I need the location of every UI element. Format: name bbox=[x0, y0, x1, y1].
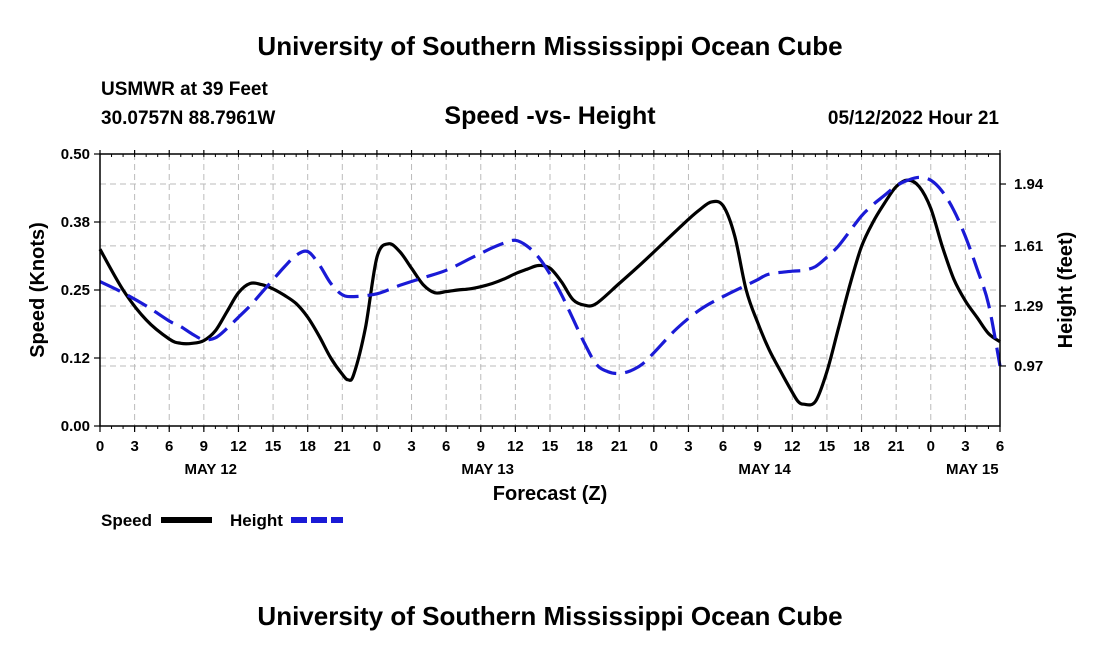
y-tick-label: 0.12 bbox=[61, 350, 90, 367]
x-tick-label: 6 bbox=[719, 438, 727, 455]
x-tick-label: 9 bbox=[200, 438, 208, 455]
x-tick-label: 18 bbox=[299, 438, 316, 455]
x-tick-label: 9 bbox=[477, 438, 485, 455]
x-tick-label: 0 bbox=[927, 438, 935, 455]
legend-height-label: Height bbox=[230, 511, 283, 530]
y-tick-label: 0.50 bbox=[61, 146, 90, 163]
x-tick-label: 12 bbox=[507, 438, 524, 455]
day-label: MAY 14 bbox=[738, 461, 791, 478]
x-tick-label: 3 bbox=[130, 438, 138, 455]
series-line-height bbox=[99, 175, 1002, 376]
y2-tick-label: 1.61 bbox=[1014, 238, 1043, 255]
x-tick-label: 3 bbox=[961, 438, 969, 455]
x-tick-label: 12 bbox=[784, 438, 801, 455]
y-axis-label: Speed (Knots) bbox=[27, 222, 49, 358]
x-tick-label: 3 bbox=[407, 438, 415, 455]
day-label: MAY 13 bbox=[461, 461, 514, 478]
x-tick-label: 0 bbox=[373, 438, 381, 455]
page-title: University of Southern Mississippi Ocean… bbox=[257, 31, 842, 61]
y-tick-label: 0.00 bbox=[61, 418, 90, 435]
day-label: MAY 12 bbox=[184, 461, 237, 478]
x-tick-label: 21 bbox=[334, 438, 351, 455]
series-layer bbox=[98, 175, 1002, 407]
legend-speed-label: Speed bbox=[101, 511, 152, 530]
station-label: USMWR at 39 Feet bbox=[101, 79, 268, 100]
axes: 0 3 6 9 12 15 18 21 0 3 6 9 12 15 18 21 0 3 6 9 12 15 18 21 0 3 6M… bbox=[61, 146, 1044, 478]
bottom-title: University of Southern Mississippi Ocean… bbox=[257, 601, 842, 631]
x-tick-label: 18 bbox=[576, 438, 593, 455]
y-tick-label: 0.38 bbox=[61, 214, 90, 231]
x-tick-label: 15 bbox=[542, 438, 559, 455]
x-tick-label: 6 bbox=[442, 438, 450, 455]
x-tick-label: 12 bbox=[230, 438, 247, 455]
grid bbox=[100, 154, 1000, 426]
y2-axis-label: Height (feet) bbox=[1055, 232, 1077, 349]
x-tick-label: 6 bbox=[165, 438, 173, 455]
x-tick-label: 0 bbox=[96, 438, 104, 455]
x-tick-label: 21 bbox=[611, 438, 628, 455]
y-tick-label: 0.25 bbox=[61, 282, 90, 299]
location-label: 30.0757N 88.7961W bbox=[101, 108, 275, 129]
x-tick-label: 9 bbox=[754, 438, 762, 455]
timestamp-label: 05/12/2022 Hour 21 bbox=[828, 108, 1000, 129]
x-tick-label: 3 bbox=[684, 438, 692, 455]
x-tick-label: 15 bbox=[265, 438, 282, 455]
day-label: MAY 15 bbox=[946, 461, 999, 478]
x-tick-label: 6 bbox=[996, 438, 1004, 455]
x-tick-label: 0 bbox=[650, 438, 658, 455]
y2-tick-label: 1.94 bbox=[1014, 176, 1044, 193]
x-tick-label: 18 bbox=[853, 438, 870, 455]
y2-tick-label: 0.97 bbox=[1014, 358, 1043, 375]
legend: Speed Height bbox=[101, 511, 343, 530]
x-tick-label: 21 bbox=[888, 438, 905, 455]
chart-title: Speed -vs- Height bbox=[444, 102, 656, 130]
x-tick-label: 15 bbox=[819, 438, 836, 455]
y2-tick-label: 1.29 bbox=[1014, 298, 1043, 315]
x-axis-label: Forecast (Z) bbox=[493, 483, 607, 505]
